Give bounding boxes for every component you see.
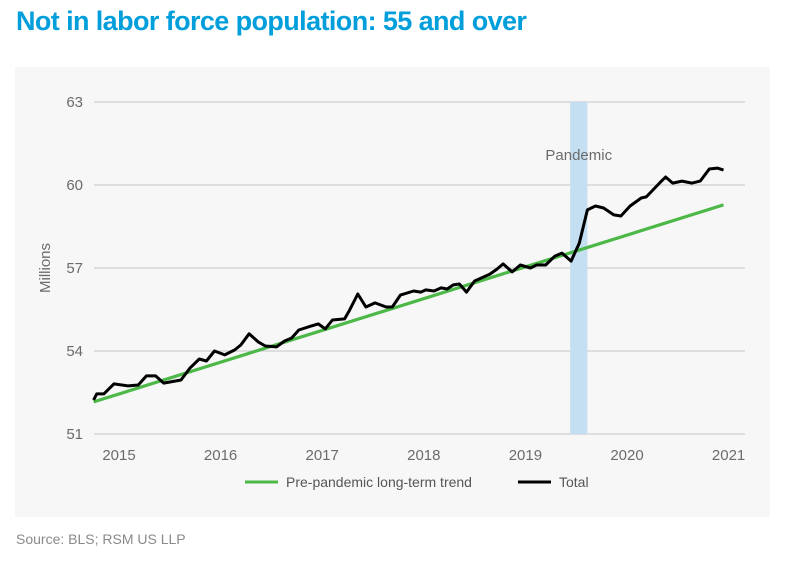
- gridlines: [94, 101, 745, 435]
- legend-label: Pre-pandemic long-term trend: [286, 474, 472, 490]
- y-axis-label: Millions: [37, 243, 54, 293]
- x-axis-ticks: 2015 2016 2017 2018 2019 2020 2021: [102, 447, 745, 464]
- source-note: Source: BLS; RSM US LLP: [16, 531, 186, 547]
- y-tick-label: 51: [66, 426, 83, 443]
- pandemic-shading: [570, 102, 588, 434]
- chart-panel: [15, 67, 770, 517]
- series-lines: [92, 166, 724, 404]
- legend-label: Total: [559, 474, 589, 490]
- legend: Pre-pandemic long-term trend Total: [245, 474, 589, 490]
- x-tick-label: 2016: [204, 447, 237, 464]
- y-tick-label: 60: [66, 177, 83, 194]
- y-axis-ticks: 51 54 57 60 63: [66, 94, 83, 443]
- y-tick-label: 63: [66, 94, 83, 111]
- x-tick-label: 2019: [509, 447, 542, 464]
- x-tick-label: 2018: [407, 447, 440, 464]
- chart-title: Not in labor force population: 55 and ov…: [16, 6, 527, 36]
- y-tick-label: 54: [66, 343, 83, 360]
- y-tick-label: 57: [66, 260, 83, 277]
- x-tick-label: 2020: [610, 447, 643, 464]
- pandemic-label: Pandemic: [545, 147, 612, 164]
- trend-line: [93, 203, 724, 404]
- pandemic-band: Pandemic: [545, 102, 613, 434]
- x-tick-label: 2021: [712, 447, 745, 464]
- x-tick-label: 2017: [306, 447, 339, 464]
- x-tick-label: 2015: [102, 447, 135, 464]
- total-line: [92, 166, 724, 401]
